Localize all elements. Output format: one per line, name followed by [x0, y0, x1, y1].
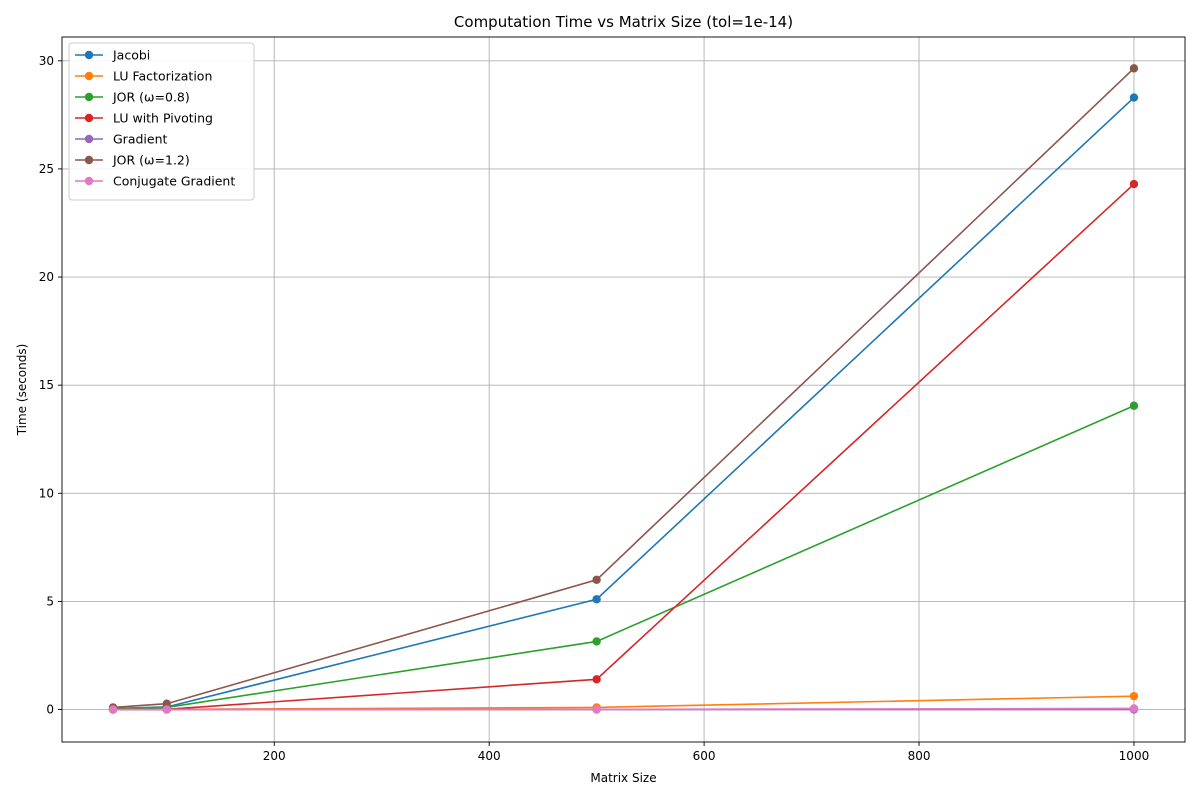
legend-entry: Jacobi	[75, 48, 150, 63]
data-point	[1129, 704, 1139, 713]
axis-ticks: 200 400 600 800 1000 0 5 10 15 20 25 30	[39, 54, 1150, 763]
y-tick-label: 30	[39, 54, 54, 68]
legend-label: Jacobi	[112, 48, 150, 63]
plot-area-frame	[61, 36, 1186, 743]
series-line-jor-1-2	[112, 67, 1135, 709]
series-lines	[108, 64, 1139, 714]
legend-swatch-marker	[84, 50, 94, 60]
legend-swatch-marker	[84, 92, 94, 102]
series-line-jacobi	[113, 96, 1135, 710]
legend-entry: Gradient	[75, 132, 168, 147]
legend-label: Conjugate Gradient	[113, 174, 235, 189]
data-point	[1129, 64, 1139, 73]
series-line-lu-with-pivoting	[113, 183, 1135, 711]
x-tick-label: 200	[263, 749, 286, 763]
series-line-conjugate-gradient	[113, 707, 1134, 711]
legend-entry: LU Factorization	[75, 69, 212, 84]
data-point	[1129, 401, 1139, 410]
data-point	[592, 637, 601, 646]
series-lu-with-pivoting	[108, 179, 1139, 714]
y-tick-label: 5	[46, 594, 54, 608]
legend-entry: LU with Pivoting	[75, 111, 213, 126]
y-tick-label: 15	[39, 378, 54, 392]
y-tick-label: 25	[39, 162, 54, 176]
data-point	[592, 705, 601, 714]
legend-label: LU with Pivoting	[113, 111, 213, 126]
legend-label: JOR (ω=1.2)	[112, 153, 190, 168]
data-point	[1129, 179, 1139, 189]
legend-label: Gradient	[113, 132, 168, 147]
legend-swatch-marker	[84, 155, 94, 165]
data-point	[592, 595, 601, 604]
legend-box	[68, 42, 255, 201]
x-tick-label: 800	[908, 749, 931, 763]
legend-entry: JOR (ω=0.8)	[75, 90, 190, 105]
legend-swatch-marker	[84, 71, 94, 81]
series-conjugate-gradient	[108, 704, 1139, 714]
series-jor-1-2	[108, 64, 1139, 712]
x-axis-title: Matrix Size	[590, 771, 656, 785]
data-point	[108, 705, 118, 714]
legend-entry: JOR (ω=1.2)	[75, 153, 190, 168]
legend: Jacobi LU Factorization JOR (ω=0.8) LU with…	[68, 42, 255, 201]
data-point	[162, 705, 171, 714]
y-tick-label: 20	[39, 270, 54, 284]
data-point	[592, 575, 601, 585]
y-tick-label: 10	[39, 486, 54, 500]
y-axis-title: Time (seconds)	[15, 344, 29, 437]
legend-swatch-marker	[84, 113, 94, 123]
chart-title: Computation Time vs Matrix Size (tol=1e-…	[454, 13, 793, 31]
legend-label: JOR (ω=0.8)	[112, 90, 190, 105]
legend-swatch-marker	[84, 134, 94, 144]
series-jor-0-8	[108, 401, 1139, 713]
series-line-jor-0-8	[113, 404, 1135, 710]
x-tick-label: 600	[693, 749, 716, 763]
data-point	[1129, 691, 1139, 701]
data-point	[1129, 93, 1139, 102]
y-tick-label: 0	[46, 703, 54, 717]
data-point	[162, 699, 171, 708]
data-point	[592, 675, 601, 684]
x-tick-label: 1000	[1119, 749, 1150, 763]
legend-label: LU Factorization	[113, 69, 212, 84]
x-tick-label: 400	[478, 749, 501, 763]
series-jacobi	[108, 93, 1139, 713]
legend-entry: Conjugate Gradient	[75, 174, 235, 189]
legend-swatch-marker	[84, 176, 94, 186]
